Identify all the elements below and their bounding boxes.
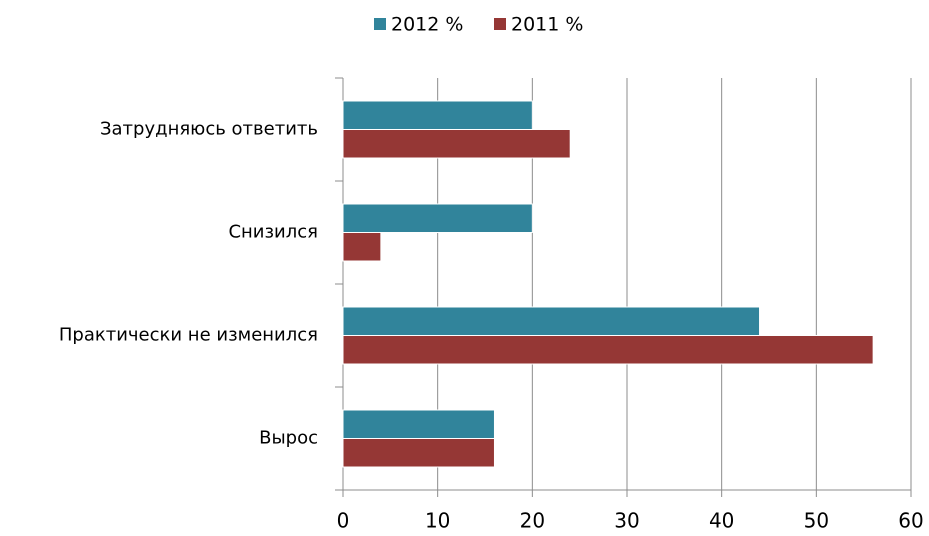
legend-label: 2011 % <box>511 14 583 36</box>
x-tick-label: 20 <box>520 509 545 533</box>
y-tick-label: Снизился <box>228 222 318 243</box>
x-tick-label: 0 <box>337 509 350 533</box>
bar <box>342 100 533 130</box>
y-tick-label: Практически не изменился <box>59 325 318 346</box>
bar <box>342 232 382 262</box>
bar <box>342 438 495 468</box>
bar <box>342 306 761 336</box>
y-tick-label: Затрудняюсь ответить <box>100 119 318 140</box>
legend-label: 2012 % <box>391 14 463 36</box>
x-tick-label: 50 <box>804 509 829 533</box>
bar <box>342 203 533 233</box>
bar <box>342 129 571 159</box>
legend-swatch <box>494 18 506 30</box>
bar <box>342 335 874 365</box>
x-tick-label: 10 <box>425 509 450 533</box>
x-tick-label: 40 <box>709 509 734 533</box>
x-tick-label: 60 <box>898 509 923 533</box>
y-tick-label: Вырос <box>259 428 318 449</box>
bar <box>342 409 495 439</box>
legend-swatch <box>374 18 386 30</box>
x-tick-label: 30 <box>614 509 639 533</box>
